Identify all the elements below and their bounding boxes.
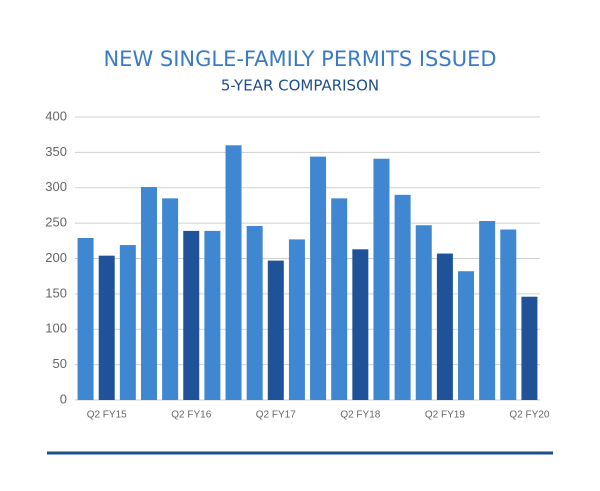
bar [310,156,327,400]
bar [436,253,453,400]
bar [267,260,284,400]
y-tick-label: 50 [53,356,67,371]
bar [204,230,221,400]
y-tick-label: 150 [45,285,67,300]
bar [352,249,369,400]
y-tick-label: 350 [45,144,67,159]
y-tick-label: 0 [60,391,67,406]
y-tick-label: 200 [45,250,67,265]
bar [246,225,263,400]
bar [98,255,115,400]
x-tick-label: Q2 FY20 [509,410,549,421]
y-tick-label: 250 [45,215,67,230]
bar [394,194,411,400]
y-tick-label: 300 [45,179,67,194]
bar [288,239,305,400]
bar [500,229,517,400]
chart-subtitle: 5-YEAR COMPARISON [221,77,379,95]
bar [479,221,496,400]
x-tick-label: Q2 FY17 [256,410,296,421]
bar [225,145,242,400]
x-tick-label: Q2 FY18 [340,410,380,421]
bar [415,225,432,400]
x-tick-label: Q2 FY15 [87,410,127,421]
bar [140,187,157,400]
y-tick-label: 400 [45,108,67,123]
bar [119,245,136,400]
bar [162,198,179,400]
bar [521,296,538,400]
bar [331,198,348,400]
bar [183,230,200,400]
y-tick-label: 100 [45,321,67,336]
chart-title: NEW SINGLE-FAMILY PERMITS ISSUED [103,47,496,71]
x-tick-label: Q2 FY19 [425,410,465,421]
x-tick-label: Q2 FY16 [171,410,211,421]
bar [458,271,475,400]
bar [77,237,94,400]
bar [373,158,390,400]
